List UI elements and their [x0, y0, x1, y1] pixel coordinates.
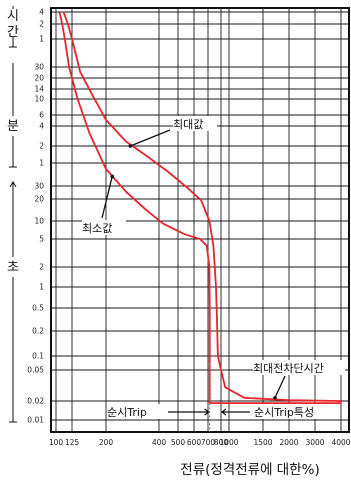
y-tick-label: 0.02	[27, 397, 44, 406]
annotation-label: 최대값	[173, 118, 203, 131]
leader-line	[130, 129, 171, 147]
leader-dot	[128, 144, 133, 148]
x-tick-label: 800	[214, 438, 229, 447]
x-tick-label: 700	[201, 438, 216, 447]
y-tick-label: 0.1	[32, 352, 44, 361]
y-tick-label: 2	[39, 263, 44, 272]
annotation-label: 최소값	[82, 222, 112, 235]
x-tick-label: 1500	[253, 438, 272, 447]
y-tick-label: 20	[34, 195, 44, 204]
annotation-bg	[82, 220, 126, 235]
leader-dot	[273, 395, 277, 400]
y-tick-labels: 4213020141064213020105210.50.20.10.050.0…	[27, 8, 44, 425]
y-unit-groups: 시 간분초	[7, 6, 19, 423]
series-layer	[58, 11, 342, 404]
x-tick-label: 100	[49, 438, 64, 447]
x-tick-label: 1000	[219, 438, 238, 447]
x-tick-label: 2000	[279, 438, 298, 447]
y-unit-label: 초	[7, 260, 19, 275]
x-tick-label: 3000	[305, 438, 324, 447]
annotation-bg	[254, 404, 338, 419]
annotation-bg	[173, 116, 217, 131]
y-tick-label: 14	[34, 85, 44, 94]
y-tick-label: 10	[34, 217, 44, 226]
annotation-label: 순시Trip특성	[254, 406, 314, 419]
grid	[50, 7, 350, 433]
y-tick-label: 0.01	[27, 416, 44, 425]
annotation-bg	[253, 360, 345, 375]
y-tick-label: 0.5	[32, 304, 44, 313]
y-tick-label: 1	[39, 283, 44, 292]
annotation-bg	[107, 404, 165, 419]
plot-frame	[50, 7, 350, 433]
leader-line	[274, 375, 286, 399]
series-line-max	[62, 11, 342, 402]
arrow-head-left	[221, 408, 227, 416]
y-tick-label: 2	[39, 20, 44, 29]
y-tick-label: 6	[39, 111, 44, 120]
y-tick-label: 0.05	[27, 366, 44, 375]
x-tick-label: 600	[187, 438, 202, 447]
leader-line	[101, 176, 113, 219]
arrow-head-right	[204, 408, 210, 416]
y-tick-label: 20	[34, 74, 44, 83]
annotation-label: 최대전차단시간	[253, 362, 324, 375]
x-tick-label: 400	[152, 438, 167, 447]
y-tick-label: 2	[39, 142, 44, 151]
y-unit-label: 분	[7, 119, 19, 134]
series-line-min	[58, 11, 341, 404]
y-tick-label: 10	[34, 95, 44, 104]
y-tick-label: 30	[34, 182, 44, 191]
y-tick-label: 4	[39, 8, 44, 17]
y-tick-label: 30	[34, 63, 44, 72]
annotation-label: 순시Trip	[107, 406, 147, 419]
y-tick-label: 1	[39, 159, 44, 168]
x-axis-title: 전류(정격전류에 대한%)	[180, 462, 319, 478]
unit-arrow-up	[9, 181, 17, 188]
x-tick-label: 4000	[331, 438, 350, 447]
y-tick-label: 1	[39, 35, 44, 44]
y-tick-label: 5	[39, 235, 44, 244]
leader-dot	[110, 174, 115, 179]
x-tick-label: 500	[171, 438, 186, 447]
y-tick-label: 0.2	[32, 327, 44, 336]
x-tick-label: 125	[65, 438, 80, 447]
y-tick-label: 4	[39, 122, 44, 131]
x-tick-label: 200	[99, 438, 114, 447]
